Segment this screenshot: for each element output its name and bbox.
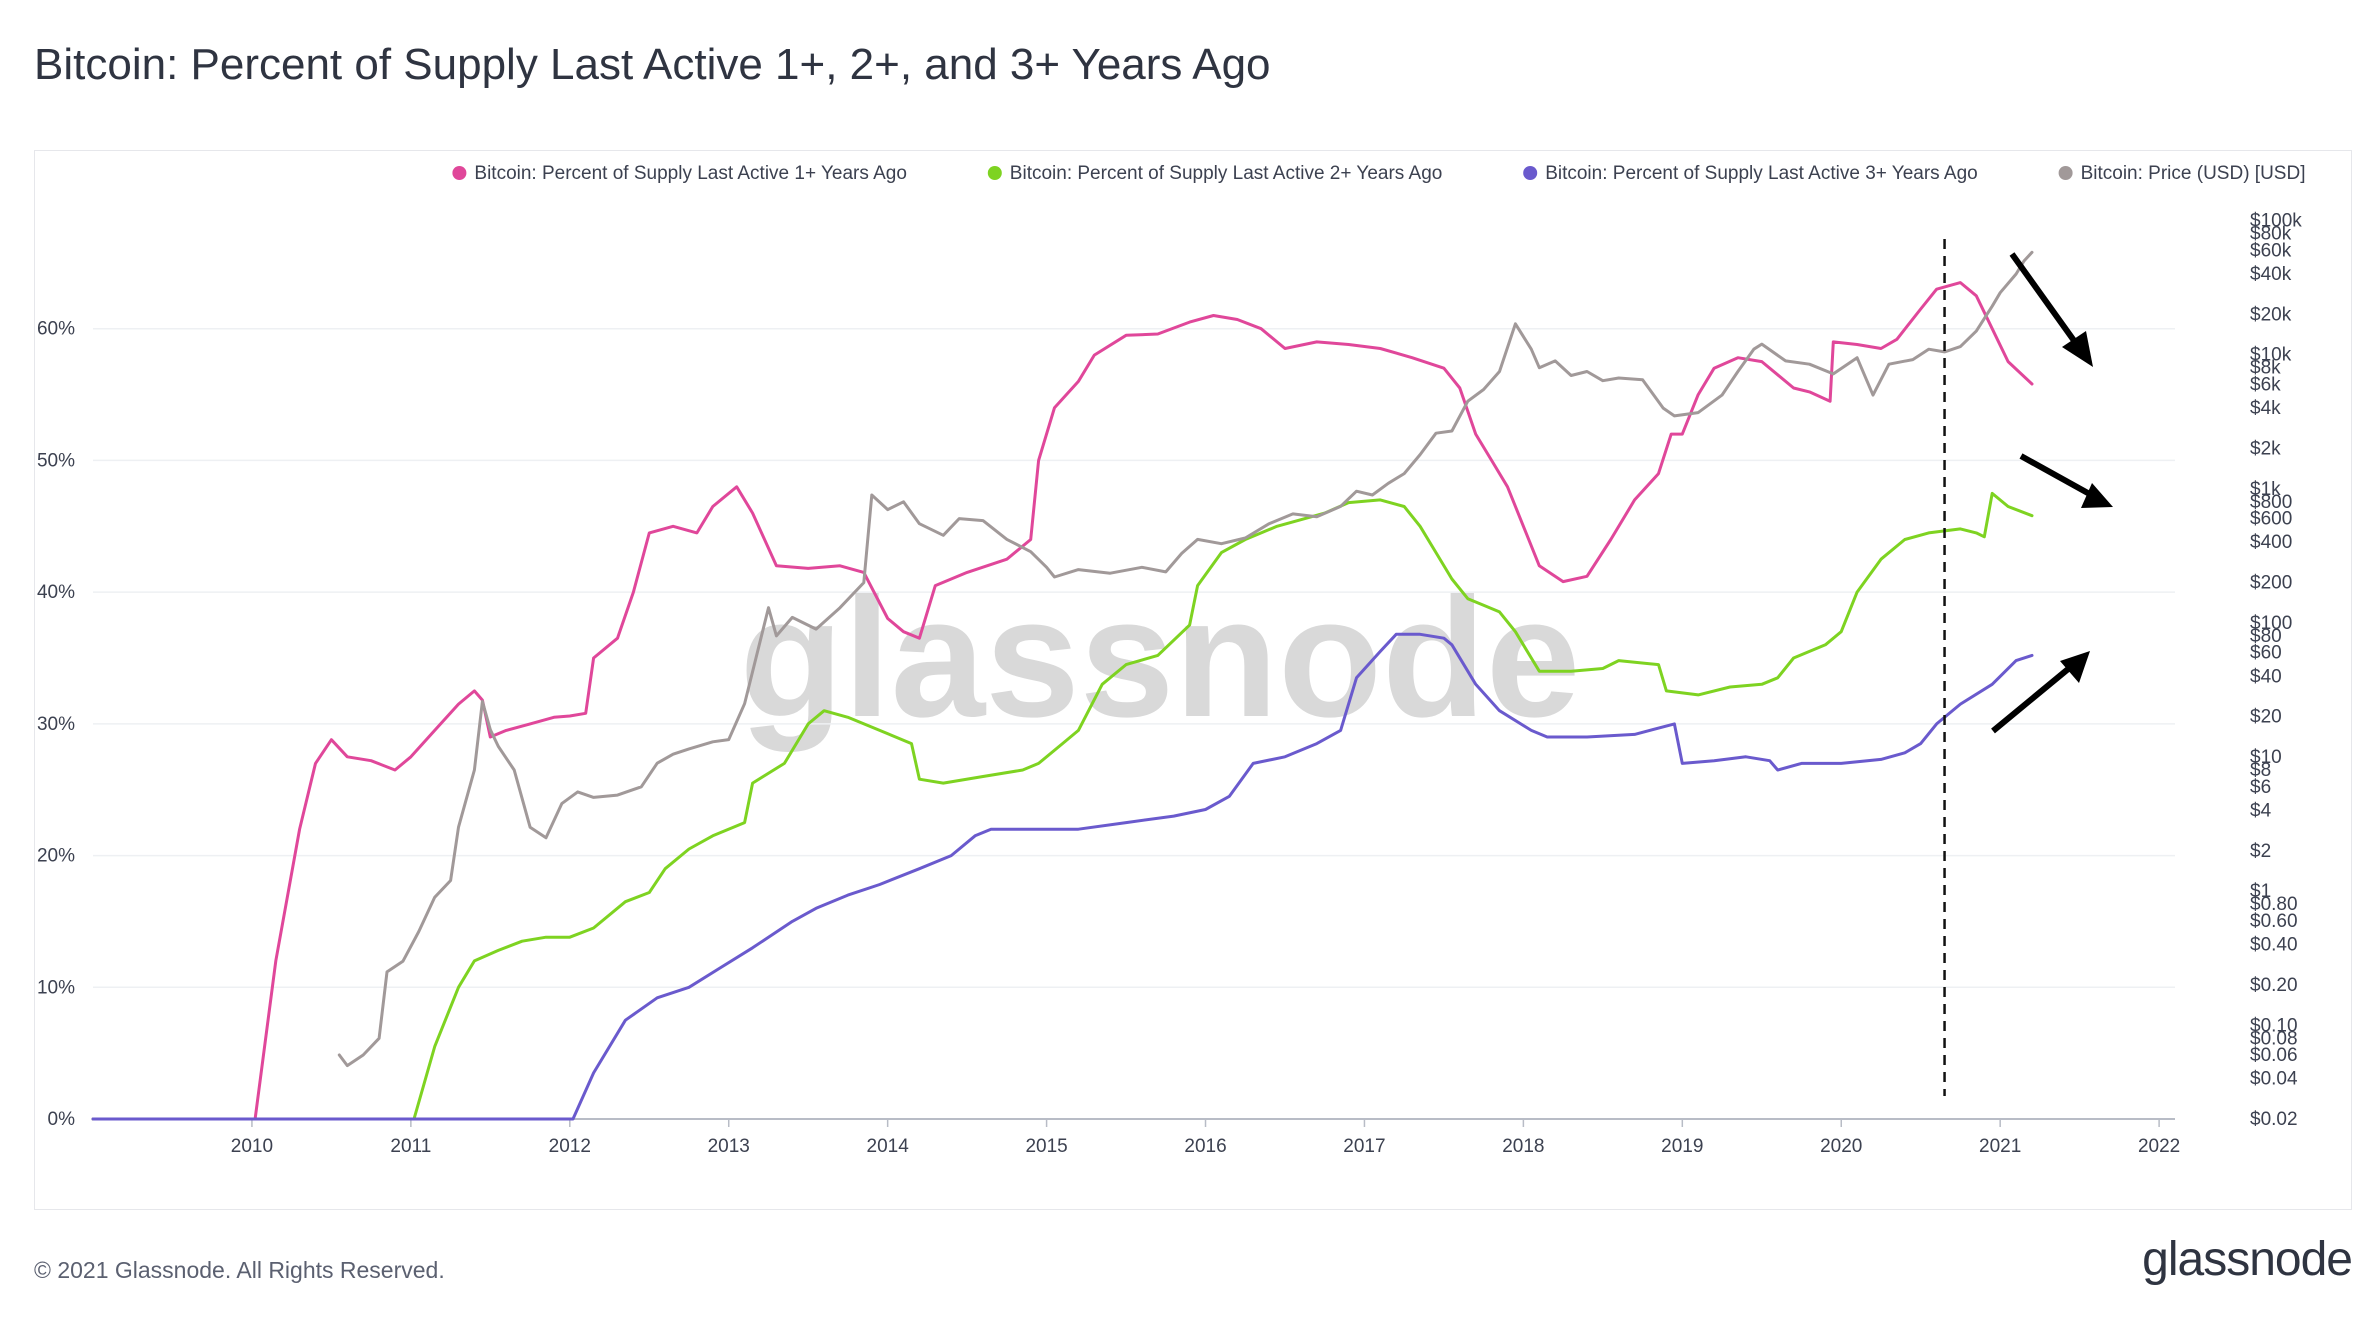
y-tick-label-right: $6: [2250, 777, 2271, 798]
y-tick-label-left: 10%: [37, 977, 75, 998]
x-tick-label: 2018: [1502, 1136, 1544, 1157]
series-line: [91, 491, 2034, 1121]
y-tick-label-right: $0.40: [2250, 935, 2298, 956]
x-tick-label: 2017: [1343, 1136, 1385, 1157]
y-tick-label-right: $100: [2250, 613, 2292, 634]
y-tick-label-right: $0.20: [2250, 975, 2298, 996]
y-tick-label-right: $40: [2250, 666, 2282, 687]
y-tick-label-right: $8k: [2250, 358, 2281, 379]
brand-logo: glassnode: [2142, 1233, 2353, 1286]
legend-label: Bitcoin: Percent of Supply Last Active 2…: [1010, 163, 1443, 184]
y-tick-label-right: $20: [2250, 707, 2282, 728]
y-tick-label-left: 40%: [37, 582, 75, 603]
y-tick-label-left: 0%: [48, 1109, 76, 1130]
y-tick-label-right: $0.60: [2250, 911, 2298, 932]
legend-marker: [2058, 166, 2073, 180]
chart-svg: glassnode Bitcoin: Percent of Supply Las…: [37, 163, 2306, 1157]
x-tick-label: 2014: [867, 1136, 910, 1157]
y-tick-label-right: $80k: [2250, 224, 2292, 245]
legend-label: Bitcoin: Percent of Supply Last Active 3…: [1545, 163, 1978, 184]
y-tick-label-right: $1k: [2250, 479, 2281, 500]
x-tick-label: 2010: [231, 1136, 273, 1157]
y-tick-label-right: $40k: [2250, 264, 2292, 285]
series-line: [337, 250, 2034, 1068]
y-tick-label-right: $0.04: [2250, 1069, 2298, 1090]
y-tick-label-right: $2: [2250, 841, 2271, 862]
legend-label: Bitcoin: Price (USD) [USD]: [2081, 163, 2306, 184]
x-tick-label: 2016: [1184, 1136, 1226, 1157]
arrow-up-right-icon: [1991, 651, 2090, 734]
y-tick-label-right: $800: [2250, 492, 2292, 513]
y-tick-label-right: $0.08: [2250, 1028, 2298, 1049]
axis-ticks: 0% 10% 20% 30% 40% 50% 60% 2010 2011 2012 2013 2014…: [37, 211, 2302, 1157]
legend: Bitcoin: Percent of Supply Last Active 1…: [452, 163, 2305, 184]
x-tick-label: 2019: [1661, 1136, 1703, 1157]
legend-label: Bitcoin: Percent of Supply Last Active 1…: [474, 163, 907, 184]
x-tick-label: 2011: [390, 1136, 431, 1157]
y-tick-label-right: $0.06: [2250, 1045, 2298, 1066]
x-tick-label: 2012: [549, 1136, 591, 1157]
y-tick-label-right: $200: [2250, 573, 2292, 594]
y-tick-label-left: 50%: [37, 450, 75, 471]
arrow-down-right-icon: [2009, 252, 2093, 367]
y-tick-label-right: $20k: [2250, 304, 2292, 325]
y-tick-label-right: $80: [2250, 626, 2282, 647]
y-tick-label-right: $2k: [2250, 438, 2281, 459]
y-tick-label-right: $400: [2250, 532, 2292, 553]
legend-marker: [987, 166, 1002, 180]
y-tick-label-right: $0.80: [2250, 894, 2298, 915]
y-tick-label-right: $1: [2250, 881, 2271, 902]
y-tick-label-right: $4k: [2250, 398, 2281, 419]
chart-panel: glassnode Bitcoin: Percent of Supply Las…: [34, 150, 2352, 1210]
legend-marker: [1523, 166, 1538, 180]
x-tick-label: 2015: [1025, 1136, 1067, 1157]
watermark-text: glassnode: [740, 563, 1581, 753]
y-tick-label-left: 30%: [37, 714, 75, 735]
y-tick-label-right: $0.02: [2250, 1109, 2298, 1130]
series-line: [91, 632, 2034, 1121]
annotations: [1943, 239, 2113, 1096]
y-tick-label-right: $100k: [2250, 211, 2302, 232]
x-tick-label: 2013: [708, 1136, 750, 1157]
legend-marker: [452, 166, 467, 180]
series-line: [91, 281, 2034, 1121]
y-tick-label-right: $0.10: [2250, 1015, 2298, 1036]
x-tick-label: 2020: [1820, 1136, 1862, 1157]
y-tick-label-right: $6k: [2250, 374, 2281, 395]
y-tick-label-right: $10k: [2250, 345, 2292, 366]
chart-title: Bitcoin: Percent of Supply Last Active 1…: [34, 40, 1271, 89]
y-tick-label-left: 20%: [37, 846, 75, 867]
x-tick-label: 2022: [2138, 1136, 2180, 1157]
y-tick-label-right: $60: [2250, 643, 2282, 664]
y-tick-label-right: $10: [2250, 747, 2282, 768]
y-tick-label-right: $60k: [2250, 240, 2292, 261]
y-tick-label-right: $4: [2250, 800, 2272, 821]
y-tick-label-right: $600: [2250, 509, 2292, 530]
copyright-footer: © 2021 Glassnode. All Rights Reserved.: [34, 1257, 445, 1283]
series-group: [91, 250, 2034, 1121]
y-tick-label-left: 60%: [37, 319, 75, 340]
x-tick-label: 2021: [1979, 1136, 2021, 1157]
y-tick-label-right: $8: [2250, 760, 2271, 781]
arrow-down-right-icon: [2019, 453, 2113, 508]
